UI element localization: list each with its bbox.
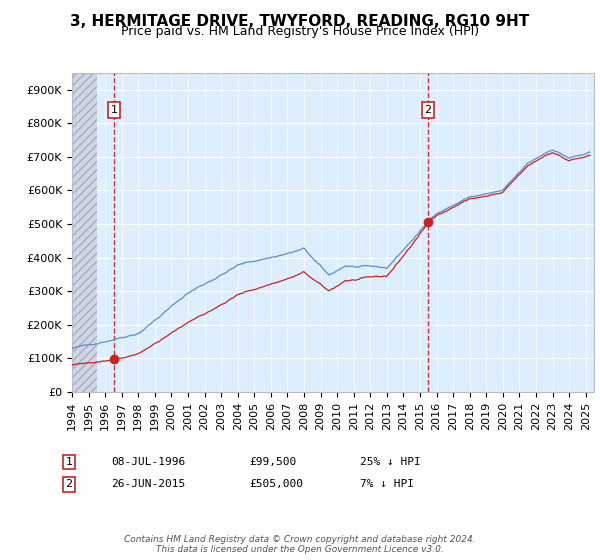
Text: 2: 2 xyxy=(425,105,431,115)
Bar xyxy=(72,73,97,392)
Text: 3, HERMITAGE DRIVE, TWYFORD, READING, RG10 9HT: 3, HERMITAGE DRIVE, TWYFORD, READING, RG… xyxy=(70,14,530,29)
Text: Contains HM Land Registry data © Crown copyright and database right 2024.
This d: Contains HM Land Registry data © Crown c… xyxy=(124,535,476,554)
Text: 1: 1 xyxy=(110,105,118,115)
Text: £505,000: £505,000 xyxy=(249,479,303,489)
Text: 08-JUL-1996: 08-JUL-1996 xyxy=(111,457,185,467)
Text: 1: 1 xyxy=(65,457,73,467)
Text: 2: 2 xyxy=(65,479,73,489)
Text: 26-JUN-2015: 26-JUN-2015 xyxy=(111,479,185,489)
Text: £99,500: £99,500 xyxy=(249,457,296,467)
Text: 25% ↓ HPI: 25% ↓ HPI xyxy=(360,457,421,467)
Text: Price paid vs. HM Land Registry's House Price Index (HPI): Price paid vs. HM Land Registry's House … xyxy=(121,25,479,38)
Text: 7% ↓ HPI: 7% ↓ HPI xyxy=(360,479,414,489)
